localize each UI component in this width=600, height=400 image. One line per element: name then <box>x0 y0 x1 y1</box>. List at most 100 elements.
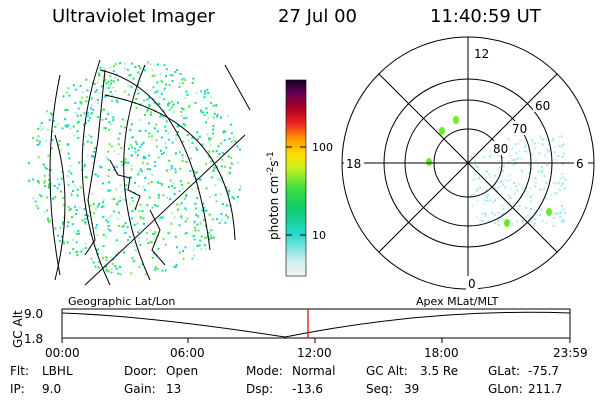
polar-plot: 12 18 6 0 60 70 80 <box>341 36 595 291</box>
image-pixel <box>220 116 222 119</box>
image-pixel <box>185 161 188 163</box>
image-pixel <box>173 265 176 268</box>
image-pixel <box>72 180 74 183</box>
image-pixel <box>182 82 185 85</box>
image-pixel <box>117 143 120 146</box>
image-pixel <box>205 121 208 124</box>
image-pixel <box>500 180 503 183</box>
meridian-line <box>123 64 151 281</box>
image-pixel <box>139 73 142 76</box>
image-pixel <box>561 172 564 175</box>
image-pixel <box>167 138 170 141</box>
image-pixel <box>87 112 89 115</box>
image-pixel <box>93 150 96 153</box>
image-pixel <box>198 244 201 247</box>
image-pixel <box>83 165 86 168</box>
image-pixel <box>529 187 532 190</box>
image-pixel <box>110 82 112 85</box>
image-pixel <box>107 112 110 115</box>
image-pixel <box>492 200 495 203</box>
image-pixel <box>143 69 146 72</box>
image-pixel <box>138 209 141 212</box>
image-pixel <box>176 125 179 128</box>
image-pixel <box>73 134 76 137</box>
image-pixel <box>113 65 115 68</box>
image-pixel <box>185 231 188 234</box>
image-pixel <box>182 187 185 190</box>
image-pixel <box>115 99 118 102</box>
image-pixel <box>494 183 497 186</box>
image-pixel <box>129 144 132 147</box>
image-pixel <box>547 143 550 146</box>
image-pixel <box>111 263 114 266</box>
image-pixel <box>176 203 178 206</box>
image-pixel <box>131 146 134 149</box>
image-pixel <box>124 160 127 163</box>
image-pixel <box>484 212 487 215</box>
image-pixel <box>562 143 565 146</box>
image-pixel <box>482 174 485 177</box>
image-pixel <box>236 195 239 198</box>
image-pixel <box>43 174 46 177</box>
image-pixel <box>40 128 43 131</box>
image-pixel <box>193 222 196 224</box>
image-pixel <box>162 194 165 197</box>
image-pixel <box>216 155 219 158</box>
image-pixel <box>209 229 211 232</box>
image-pixel <box>539 188 542 191</box>
image-pixel <box>560 212 562 215</box>
image-pixel <box>163 87 166 90</box>
image-pixel <box>45 139 47 142</box>
image-pixel <box>86 95 88 98</box>
image-pixel <box>203 92 206 95</box>
image-pixel <box>562 219 565 222</box>
image-pixel <box>194 229 197 232</box>
image-pixel <box>137 65 140 67</box>
image-pixel <box>557 135 560 138</box>
image-pixel <box>507 138 510 141</box>
image-pixel <box>154 165 157 168</box>
image-pixel <box>224 130 227 133</box>
image-pixel <box>111 197 114 200</box>
image-pixel <box>146 204 149 207</box>
image-pixel <box>200 235 203 238</box>
image-pixel <box>543 175 546 178</box>
image-pixel <box>160 149 162 152</box>
image-pixel <box>175 152 177 155</box>
image-pixel <box>134 65 137 68</box>
image-pixel <box>184 246 187 249</box>
image-pixel <box>540 171 543 174</box>
image-pixel <box>474 160 476 162</box>
image-pixel <box>208 150 211 153</box>
image-pixel <box>154 266 157 269</box>
image-pixel <box>563 187 566 190</box>
image-pixel <box>522 220 525 223</box>
image-pixel <box>560 205 563 207</box>
image-pixel <box>123 67 126 70</box>
image-pixel <box>552 224 555 227</box>
image-pixel <box>150 63 153 66</box>
coastline <box>149 209 166 266</box>
gcalt-label: GC Alt: <box>366 364 408 378</box>
image-pixel <box>159 79 162 82</box>
image-pixel <box>503 178 506 181</box>
image-pixel <box>105 219 108 222</box>
image-pixel <box>112 80 115 83</box>
image-pixel <box>104 86 107 89</box>
image-pixel <box>151 206 154 209</box>
image-pixel <box>139 215 142 218</box>
image-pixel <box>122 198 124 201</box>
altitude-curve <box>61 311 571 338</box>
image-pixel <box>104 118 107 120</box>
timeline-y-label: GC Alt <box>11 310 25 348</box>
image-pixel <box>151 69 154 72</box>
image-pixel <box>84 217 87 220</box>
image-pixel <box>146 162 149 165</box>
image-pixel <box>470 155 473 158</box>
image-pixel <box>105 156 108 159</box>
image-pixel <box>227 172 230 175</box>
image-pixel <box>49 219 52 222</box>
image-pixel <box>111 94 114 96</box>
image-pixel <box>169 168 172 171</box>
image-pixel <box>471 178 474 181</box>
